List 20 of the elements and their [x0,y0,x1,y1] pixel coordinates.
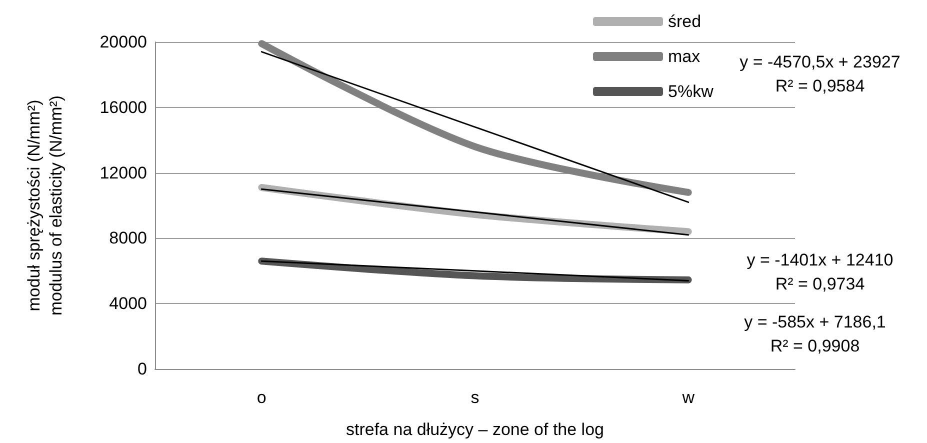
y-tick-label: 12000 [100,163,147,182]
legend-label: śred [668,12,702,31]
x-tick-label: w [681,388,696,407]
annotation: y = -4570,5x + 23927 [740,52,900,72]
annotation: y = -1401x + 12410 [746,250,894,270]
y-tick-label: 0 [138,360,147,378]
annotation: y = -585x + 7186,1 [744,312,886,332]
y-axis-title: moduł sprężystości (N/mm²) modulus of elasticity (N/mm²) [24,95,66,316]
annotation: R² = 0,9908 [770,336,860,356]
annotation: R² = 0,9584 [775,76,865,96]
x-tick-label: s [470,388,480,407]
y-tick-label: 8000 [109,228,147,248]
y-tick-label: 20000 [100,32,147,52]
x-tick-label: o [256,388,266,407]
legend-label: 5%kw [668,82,714,101]
annotation: R² = 0,9734 [775,274,865,294]
y-tick-label: 16000 [100,98,147,117]
y-tick-label: 4000 [109,294,147,314]
legend-label: max [668,47,701,66]
x-axis-title: strefa na dłużycy – zone of the log [346,420,604,439]
